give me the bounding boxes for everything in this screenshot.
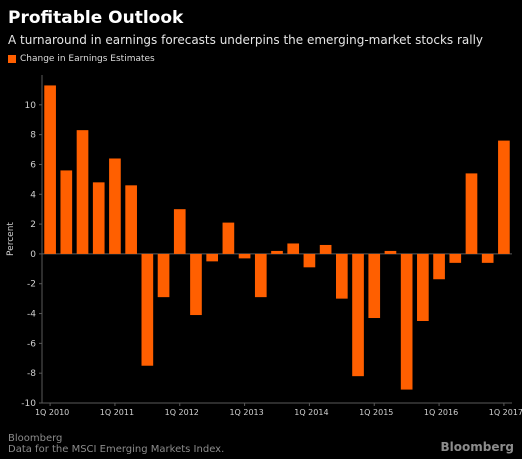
- bar: [433, 253, 445, 280]
- footer-source: Bloomberg: [8, 433, 63, 444]
- y-tick-label: -6: [27, 339, 36, 349]
- x-tick-label: 1Q 2016: [424, 408, 458, 417]
- x-tick-label: 1Q 2017: [489, 408, 522, 417]
- bar: [417, 253, 429, 321]
- x-tick-label: 1Q 2011: [100, 408, 134, 417]
- bar: [254, 253, 267, 298]
- legend-label: Change in Earnings Estimates: [20, 54, 155, 64]
- y-tick-label: -4: [27, 310, 36, 320]
- y-tick-label: 4: [30, 190, 36, 200]
- x-tick-label: 1Q 2012: [165, 408, 199, 417]
- bar: [449, 253, 462, 263]
- footer-note: Data for the MSCI Emerging Markets Index…: [8, 444, 225, 455]
- y-tick-label: 8: [30, 131, 36, 141]
- bar: [92, 182, 105, 254]
- legend-swatch: [8, 55, 16, 63]
- bar: [109, 158, 121, 254]
- bar: [76, 130, 89, 254]
- bar: [238, 253, 251, 259]
- bar: [190, 253, 202, 316]
- y-axis-label: Percent: [6, 222, 16, 256]
- y-tick-label: -2: [27, 280, 36, 290]
- bar: [319, 244, 332, 254]
- bar: [465, 173, 478, 254]
- bar: [125, 185, 137, 254]
- x-tick-label: 1Q 2014: [294, 408, 328, 417]
- x-tick-label: 1Q 2013: [229, 408, 263, 417]
- bar: [157, 253, 170, 298]
- bar: [335, 253, 348, 299]
- bar: [303, 253, 316, 268]
- bar: [141, 253, 154, 366]
- bar: [206, 253, 219, 262]
- bar: [44, 85, 56, 254]
- bar: [368, 253, 381, 319]
- bar: [352, 253, 364, 377]
- y-tick-label: -10: [21, 399, 36, 409]
- x-tick-label: 1Q 2010: [35, 408, 69, 417]
- bar: [173, 209, 186, 254]
- bar: [222, 222, 235, 254]
- bar: [498, 140, 510, 254]
- x-tick-label: 1Q 2015: [359, 408, 393, 417]
- legend: Change in Earnings Estimates: [8, 54, 155, 64]
- y-tick-label: 6: [30, 160, 36, 170]
- bar: [60, 170, 73, 254]
- bar: [271, 250, 283, 254]
- bar: [287, 243, 300, 254]
- y-tick-label: -8: [27, 369, 36, 379]
- bar: [400, 253, 413, 390]
- chart-labels: -10 -8 -6 -4 -2 0 2 4 6 8 10 Percent 1Q 2010 1Q 2011 1…: [6, 101, 522, 417]
- brand-logo: Bloomberg: [440, 440, 515, 454]
- y-tick-label: 0: [30, 250, 36, 260]
- bar: [384, 250, 397, 254]
- y-tick-label: 10: [25, 101, 37, 111]
- chart-subtitle: A turnaround in earnings forecasts under…: [8, 33, 484, 47]
- y-tick-label: 2: [30, 220, 36, 230]
- chart-title: Profitable Outlook: [8, 8, 184, 28]
- chart-bars: [44, 85, 510, 390]
- bar: [481, 253, 494, 263]
